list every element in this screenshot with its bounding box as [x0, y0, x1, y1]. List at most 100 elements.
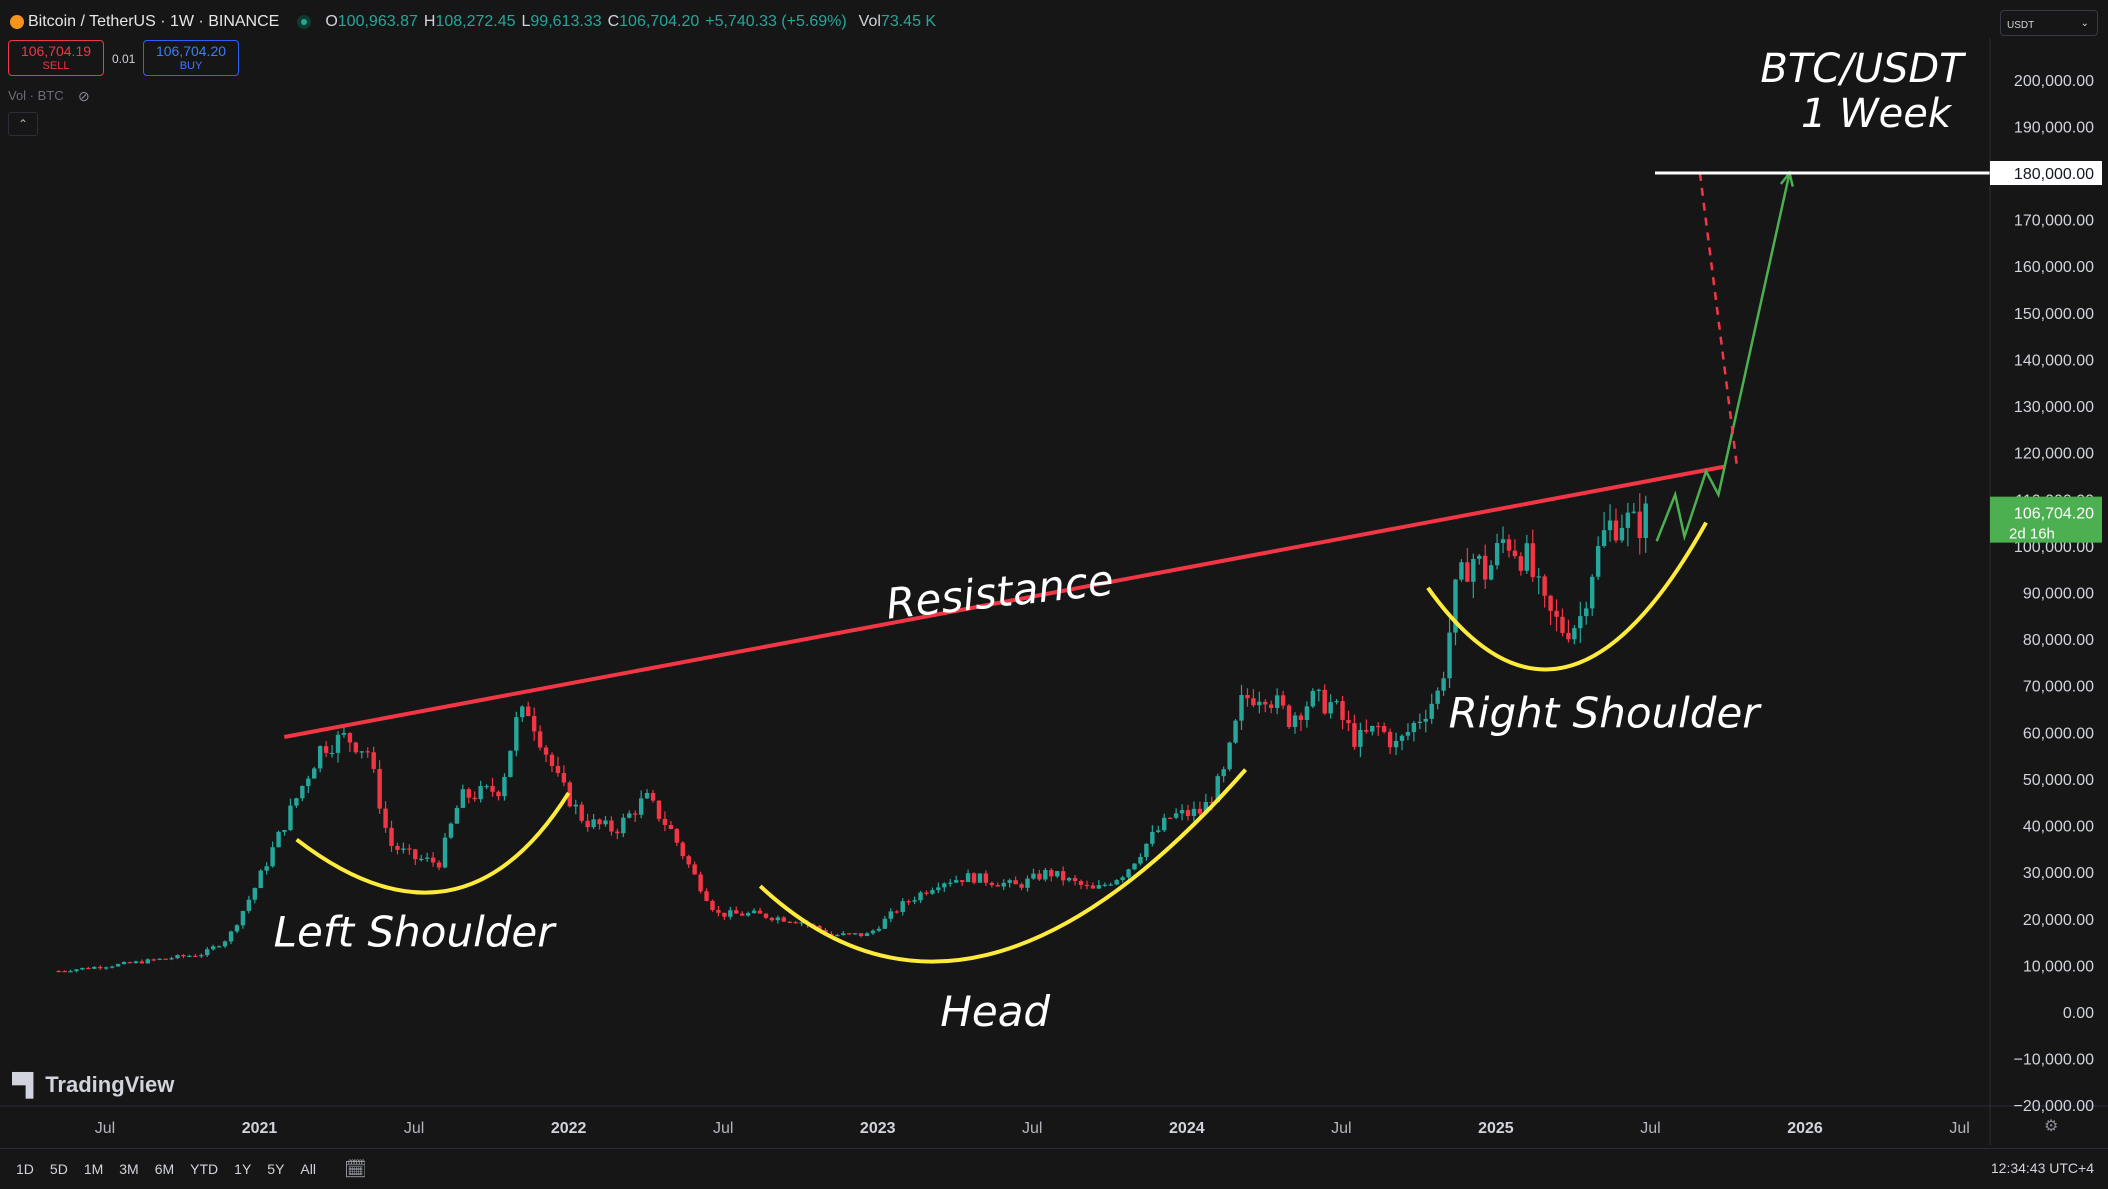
candle-body — [1530, 543, 1535, 578]
timeframe-6m[interactable]: 6M — [154, 1161, 175, 1177]
candle-body — [1150, 831, 1155, 844]
candle-body — [175, 955, 180, 959]
close-value: 106,704.20 — [619, 13, 700, 30]
candle-body — [793, 922, 798, 924]
timeframe-5d[interactable]: 5D — [49, 1161, 68, 1177]
candle-body — [1274, 695, 1280, 708]
candle-body — [644, 792, 650, 799]
bar-countdown-label: 2d 16h — [2009, 526, 2055, 543]
sell-price: 106,704.19 — [20, 43, 92, 59]
candle-body — [1518, 556, 1524, 571]
candle-body — [882, 918, 888, 929]
candle-body — [977, 873, 983, 883]
buy-button[interactable]: 106,704.20 BUY — [143, 40, 239, 76]
calendar-range-icon[interactable]: 🗓 — [343, 1158, 367, 1179]
timeframe-all[interactable]: All — [300, 1161, 316, 1177]
candle-body — [1239, 695, 1244, 721]
candle-body — [389, 827, 394, 846]
symbol-title[interactable]: Bitcoin / TetherUS · 1W · BINANCE — [28, 13, 280, 30]
settings-gear-icon[interactable]: ⚙ — [2044, 1118, 2059, 1135]
candle-body — [858, 933, 864, 937]
target-price-label: 180,000.00 — [2014, 166, 2094, 183]
candle-body — [436, 862, 442, 868]
candle-body — [1328, 702, 1333, 714]
candle-body — [1280, 695, 1286, 706]
x-tick-label: 2021 — [242, 1120, 278, 1137]
candle-body — [906, 901, 911, 903]
candle-body — [407, 848, 412, 850]
annotation-label: Right Shoulder — [1449, 689, 1763, 738]
x-tick-label: 2024 — [1169, 1120, 1205, 1137]
candle-body — [430, 857, 436, 863]
candle-body — [638, 798, 644, 815]
candle-body — [401, 848, 406, 850]
candle-body — [633, 813, 638, 815]
candle-body — [656, 800, 662, 819]
tradingview-logo[interactable]: ▀▌ TradingView — [12, 1072, 174, 1098]
candle-body — [187, 955, 192, 957]
candle-body — [1138, 856, 1143, 864]
candle-body — [466, 789, 471, 798]
candle-body — [1613, 520, 1619, 541]
candle-body — [1506, 539, 1512, 551]
candle-body — [1381, 726, 1387, 732]
drawings: Resistance Left Shoulder Head Right Shoulde… — [274, 170, 1990, 1036]
candle-body — [395, 845, 400, 850]
chevron-down-icon: ⌄ — [2080, 18, 2089, 29]
x-tick-label: 2022 — [551, 1120, 587, 1137]
open-label: O — [325, 13, 338, 30]
candle-body — [508, 750, 513, 777]
x-tick-label: Jul — [1949, 1120, 1969, 1137]
volume-indicator-label[interactable]: Vol · BTC — [8, 88, 64, 103]
candle-body — [549, 754, 555, 766]
timeframe-5y[interactable]: 5Y — [267, 1161, 285, 1177]
timeframe-1y[interactable]: 1Y — [234, 1161, 252, 1177]
hidden-eye-icon[interactable]: ⊘ — [78, 88, 90, 104]
y-tick-label: 50,000.00 — [2023, 772, 2094, 789]
candle-body — [841, 933, 846, 936]
candle-body — [1471, 558, 1476, 582]
candle-body — [1572, 628, 1577, 640]
candle-body — [1500, 539, 1506, 544]
candle-body — [199, 955, 204, 957]
y-tick-label: 130,000.00 — [2014, 399, 2094, 416]
timeframe-3m[interactable]: 3M — [119, 1161, 139, 1177]
candle-body — [1078, 881, 1084, 885]
candle-body — [413, 849, 418, 860]
candle-body — [300, 785, 305, 799]
sell-button[interactable]: 106,704.19 SELL — [8, 40, 104, 76]
candle-body — [377, 768, 382, 809]
candle-body — [1370, 725, 1375, 732]
currency-select[interactable]: USDT ⌄ — [2000, 10, 2098, 36]
collapse-legend-button[interactable]: ⌃ — [8, 112, 38, 136]
candle-body — [1459, 562, 1464, 580]
candle-body — [365, 751, 370, 753]
candle-body — [959, 880, 965, 883]
candle-body — [1423, 718, 1428, 722]
candle-body — [252, 888, 257, 900]
candle-body — [228, 931, 234, 942]
candle-body — [662, 818, 668, 826]
candle-body — [680, 842, 685, 857]
open-value: 100,963.87 — [337, 13, 418, 30]
x-tick-label: Jul — [713, 1120, 733, 1137]
candle-body — [1108, 884, 1113, 886]
timeframe-ytd[interactable]: YTD — [190, 1161, 219, 1177]
candle-body — [1049, 869, 1054, 877]
candle-body — [240, 911, 246, 926]
candle-body — [1227, 742, 1232, 770]
dashed-decline-line — [1698, 172, 1739, 467]
timeframe-1d[interactable]: 1D — [16, 1161, 34, 1177]
candle-body — [484, 785, 489, 788]
market-status-icon[interactable] — [297, 15, 312, 29]
candle-body — [888, 911, 894, 919]
candle-body — [1358, 729, 1363, 747]
candle-body — [722, 912, 727, 917]
candle-body — [1542, 576, 1547, 596]
timeframe-1m[interactable]: 1M — [83, 1161, 104, 1177]
candle-body — [1257, 701, 1262, 706]
y-tick-label: 70,000.00 — [2023, 679, 2094, 696]
candle-body — [1191, 808, 1197, 817]
candle-body — [745, 913, 751, 916]
